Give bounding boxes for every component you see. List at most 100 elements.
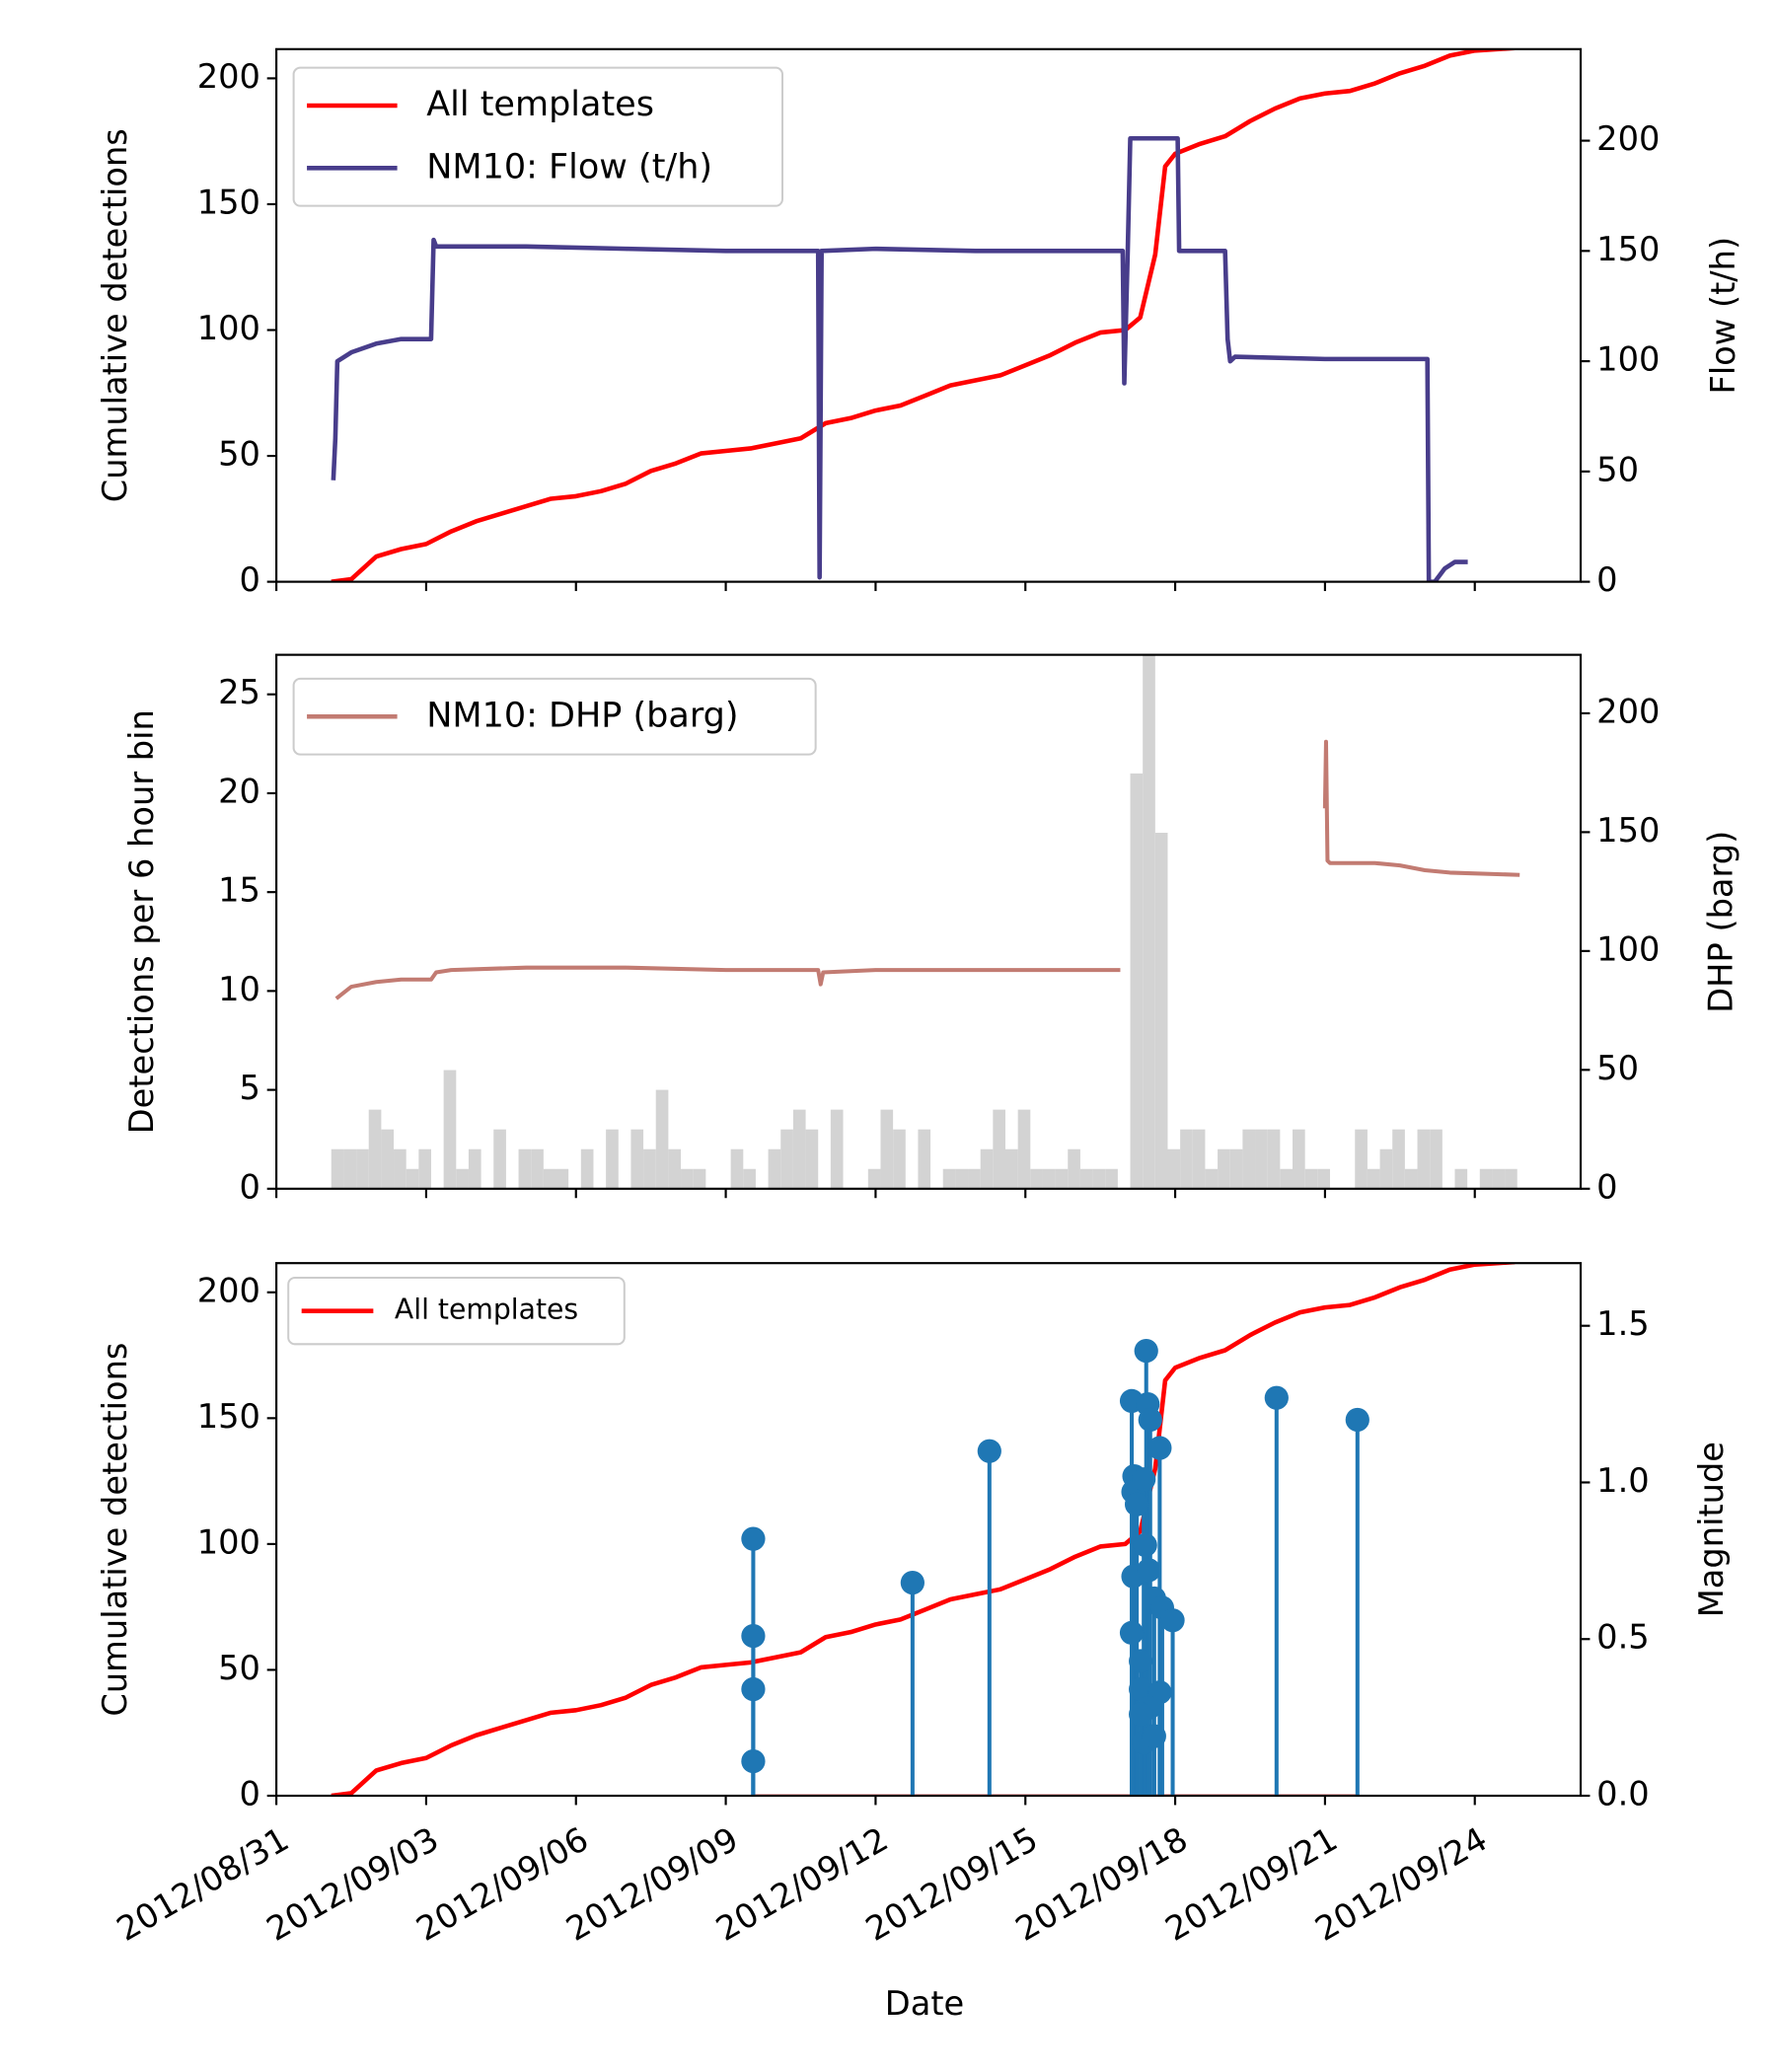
histogram-bar xyxy=(1505,1168,1517,1189)
stem-marker xyxy=(1129,1676,1153,1702)
series-line xyxy=(331,135,1468,582)
histogram-bar xyxy=(893,1129,906,1189)
histogram-bar xyxy=(1143,654,1155,1189)
histogram-bar xyxy=(343,1148,357,1189)
histogram-bar xyxy=(1205,1168,1219,1189)
histogram-bar xyxy=(1304,1168,1318,1189)
histogram-bar xyxy=(493,1129,506,1189)
histogram-bar xyxy=(1404,1168,1418,1189)
stem-marker xyxy=(1142,1724,1166,1748)
axes-frame xyxy=(275,1262,1583,1798)
stem-marker xyxy=(1147,1436,1172,1460)
stem-marker xyxy=(900,1570,925,1595)
histogram-bar xyxy=(418,1148,431,1189)
histogram-bar xyxy=(1492,1168,1506,1189)
y2-tick-label: 200 xyxy=(1596,692,1660,730)
legend-label: NM10: DHP (barg) xyxy=(426,696,738,735)
histogram-bar xyxy=(1417,1129,1431,1189)
y2-tick-label: 100 xyxy=(1596,929,1660,968)
y-tick-label: 200 xyxy=(197,1271,260,1309)
y-axis-label: Cumulative detections xyxy=(96,128,134,502)
x-tick-label: 2012/09/24 xyxy=(1308,1819,1493,1949)
y-tick-label: 25 xyxy=(218,673,260,711)
series-line xyxy=(331,1263,1516,1797)
y2-tick-label: 50 xyxy=(1596,1049,1639,1087)
stem-marker xyxy=(1264,1385,1289,1410)
histogram-bar xyxy=(867,1168,881,1189)
stem-marker xyxy=(1138,1407,1162,1433)
y2-tick-label: 0 xyxy=(1596,560,1617,599)
histogram-bar xyxy=(768,1148,781,1189)
histogram-bar xyxy=(980,1148,994,1189)
y2-axis-label: Flow (t/h) xyxy=(1704,237,1742,395)
stem-marker xyxy=(1119,1620,1145,1645)
y-axis-label: Detections per 6 hour bin xyxy=(122,709,161,1134)
histogram-bar xyxy=(1030,1168,1043,1189)
histogram-bar xyxy=(1229,1148,1243,1189)
histogram-bar xyxy=(655,1089,669,1189)
histogram-bar xyxy=(1293,1129,1305,1189)
stem-marker xyxy=(1133,1532,1157,1558)
y2-tick-label: 0 xyxy=(1596,1167,1617,1206)
histogram-bar xyxy=(1167,1148,1181,1189)
histogram-bar xyxy=(693,1168,706,1189)
histogram-bar xyxy=(1267,1129,1281,1189)
stem-marker xyxy=(1132,1467,1156,1492)
histogram-bar xyxy=(792,1109,806,1189)
histogram-bar xyxy=(1055,1168,1069,1189)
histogram-bar xyxy=(830,1109,844,1189)
histogram-bar xyxy=(743,1168,756,1189)
histogram-bar xyxy=(805,1129,819,1189)
histogram-bar xyxy=(1105,1168,1118,1189)
histogram-bar xyxy=(356,1148,369,1189)
histogram-bar xyxy=(1379,1148,1393,1189)
axes-frame xyxy=(275,653,1583,1190)
y-axis-label: Cumulative detections xyxy=(96,1343,134,1717)
stem-marker xyxy=(741,1526,766,1551)
histogram-bar xyxy=(468,1148,481,1189)
histogram-bar xyxy=(331,1148,344,1189)
y2-tick-label: 50 xyxy=(1596,450,1639,488)
y-tick-label: 200 xyxy=(197,57,260,96)
y-tick-label: 100 xyxy=(197,309,260,347)
histogram-bar xyxy=(780,1129,793,1189)
stem-marker xyxy=(1345,1407,1369,1433)
legend-box xyxy=(292,66,783,207)
y-tick-label: 0 xyxy=(240,560,260,599)
y2-axis-label: Magnitude xyxy=(1692,1442,1731,1617)
histogram-bar xyxy=(1242,1129,1256,1189)
histogram-bar xyxy=(368,1109,382,1189)
histogram-bar xyxy=(394,1148,407,1189)
y2-tick-label: 1.5 xyxy=(1596,1304,1650,1343)
histogram-bar xyxy=(630,1129,644,1189)
stem-marker xyxy=(977,1439,1001,1463)
histogram-bar xyxy=(1280,1168,1294,1189)
histogram-bar xyxy=(1392,1129,1405,1189)
y-tick-label: 150 xyxy=(197,1397,260,1436)
y-tick-label: 20 xyxy=(218,772,260,810)
histogram-bar xyxy=(443,1070,457,1189)
y-tick-label: 100 xyxy=(197,1522,260,1561)
y2-tick-label: 150 xyxy=(1596,230,1660,268)
histogram-bar xyxy=(1255,1129,1268,1189)
plot-area xyxy=(331,654,1520,1189)
histogram-bar xyxy=(580,1148,594,1189)
y-tick-label: 0 xyxy=(240,1167,260,1206)
histogram-bar xyxy=(942,1168,956,1189)
histogram-bar xyxy=(1042,1168,1056,1189)
axes-frame xyxy=(275,47,1583,583)
x-axis-label: Date xyxy=(885,1984,964,2023)
histogram-bar xyxy=(1454,1168,1468,1189)
histogram-bar xyxy=(968,1168,981,1189)
histogram-bar xyxy=(555,1168,569,1189)
histogram-bar xyxy=(1004,1148,1018,1189)
y-tick-label: 0 xyxy=(240,1775,260,1813)
stem-marker xyxy=(741,1748,766,1774)
legend-label: All templates xyxy=(426,85,654,124)
histogram-bar xyxy=(543,1168,556,1189)
histogram-bar xyxy=(1017,1109,1031,1189)
histogram-bar xyxy=(1430,1129,1443,1189)
y2-axis-label: DHP (barg) xyxy=(1702,831,1740,1013)
histogram-bar xyxy=(456,1168,469,1189)
